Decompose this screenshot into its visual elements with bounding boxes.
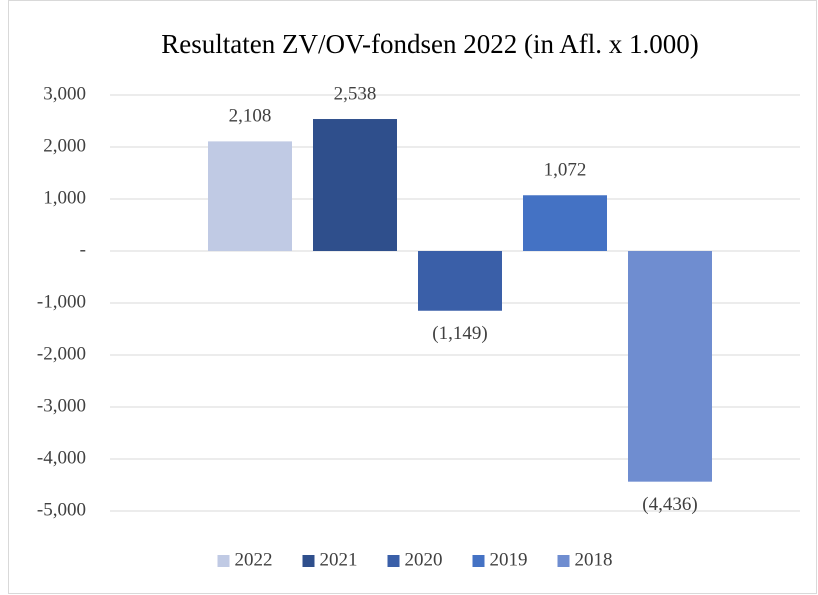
y-tick-label: 1,000 [43, 187, 86, 208]
y-tick-label: -3,000 [37, 395, 86, 416]
legend-swatch [217, 555, 230, 567]
data-label: (4,436) [642, 494, 697, 515]
y-tick-label: - [80, 239, 86, 260]
bar [313, 119, 397, 251]
data-label: 2,538 [334, 83, 377, 104]
legend-swatch [472, 555, 485, 567]
y-tick-label: -4,000 [37, 447, 86, 468]
legend-swatch [302, 555, 315, 567]
y-tick-label: -1,000 [37, 291, 86, 312]
legend-label: 2021 [320, 549, 358, 570]
y-tick-label: 2,000 [43, 135, 86, 156]
y-tick-label: -5,000 [37, 499, 86, 520]
data-label: 2,108 [229, 106, 272, 127]
legend-label: 2018 [575, 549, 613, 570]
bar [418, 251, 502, 311]
legend-swatch [557, 555, 570, 567]
bar [523, 195, 607, 251]
y-tick-label: -2,000 [37, 343, 86, 364]
data-label: 1,072 [544, 160, 587, 181]
data-label: (1,149) [432, 323, 487, 344]
legend-label: 2019 [490, 549, 528, 570]
bar [628, 251, 712, 482]
legend-label: 2022 [235, 549, 273, 570]
chart-title: Resultaten ZV/OV-fondsen 2022 (in Afl. x… [161, 29, 698, 59]
bar [208, 141, 292, 251]
legend-swatch [387, 555, 400, 567]
y-tick-label: 3,000 [43, 83, 86, 104]
legend-label: 2020 [405, 549, 443, 570]
